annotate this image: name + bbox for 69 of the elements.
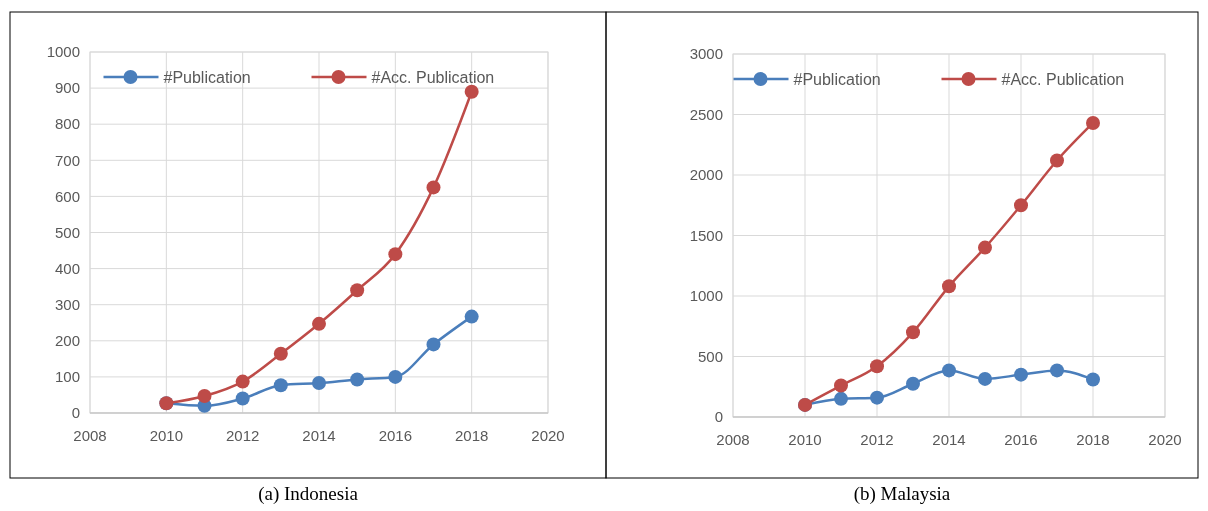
x-tick-label: 2012 — [225, 427, 260, 444]
point — [388, 369, 403, 384]
point — [197, 389, 212, 404]
y-tick-label: 1000 — [689, 287, 723, 305]
point — [1086, 115, 1100, 130]
point — [312, 376, 326, 391]
point — [273, 378, 288, 393]
text: (a) Indonesia — [258, 483, 359, 505]
point — [312, 316, 326, 331]
legend-label: #Publication — [793, 70, 881, 88]
y-tick-label: 500 — [54, 223, 80, 241]
point — [388, 247, 403, 262]
point — [942, 279, 956, 294]
point — [350, 372, 365, 387]
point — [834, 378, 848, 393]
point — [1050, 363, 1064, 378]
point — [350, 283, 365, 298]
y-tick-label: 300 — [54, 295, 80, 313]
point — [1014, 198, 1028, 213]
legend-label: #Acc. Publication — [1001, 70, 1125, 88]
legend-label: #Acc. Publication — [371, 68, 495, 86]
point — [870, 390, 884, 405]
point — [235, 391, 250, 406]
y-tick-label: 2500 — [689, 105, 723, 123]
y-tick-label: 600 — [54, 187, 80, 205]
point — [906, 325, 920, 340]
x-tick-label: 2016 — [1004, 431, 1038, 448]
point — [1050, 153, 1064, 168]
y-tick-label: 400 — [54, 259, 80, 277]
point — [464, 84, 479, 99]
y-tick-label: 800 — [54, 115, 80, 133]
legend-label: #Publication — [163, 68, 251, 86]
point — [426, 337, 441, 352]
y-tick-label: 500 — [697, 347, 723, 365]
x-tick-label: 2016 — [378, 427, 413, 444]
point — [978, 371, 992, 386]
point — [942, 363, 956, 378]
point — [1014, 367, 1028, 382]
point — [1086, 372, 1100, 387]
y-tick-label: 1000 — [46, 43, 80, 61]
point — [834, 391, 848, 406]
y-tick-label: 0 — [714, 408, 723, 426]
x-tick-label: 2008 — [716, 431, 750, 448]
point — [235, 374, 250, 389]
point — [273, 346, 288, 361]
point — [426, 180, 441, 195]
x-tick-label: 2014 — [932, 431, 966, 448]
y-tick-label: 0 — [71, 404, 80, 422]
x-tick-label: 2008 — [73, 427, 107, 444]
x-tick-label: 2012 — [860, 431, 894, 448]
y-tick-label: 900 — [54, 79, 80, 97]
text: (b) Malaysia — [853, 483, 951, 505]
x-tick-label: 2010 — [149, 427, 184, 444]
x-tick-label: 2020 — [1148, 431, 1182, 448]
y-tick-label: 200 — [54, 332, 80, 350]
x-tick-label: 2010 — [788, 431, 822, 448]
point — [906, 376, 920, 391]
point — [870, 359, 884, 374]
y-tick-label: 3000 — [689, 45, 723, 63]
x-tick-label: 2014 — [302, 427, 336, 444]
y-tick-label: 100 — [54, 368, 80, 386]
y-tick-label: 700 — [54, 151, 80, 169]
x-tick-label: 2018 — [454, 427, 489, 444]
point — [464, 309, 479, 324]
point — [978, 240, 992, 255]
x-tick-label: 2018 — [1076, 431, 1110, 448]
x-tick-label: 2020 — [531, 427, 565, 444]
y-tick-label: 1500 — [689, 226, 723, 244]
y-tick-label: 2000 — [689, 166, 723, 184]
